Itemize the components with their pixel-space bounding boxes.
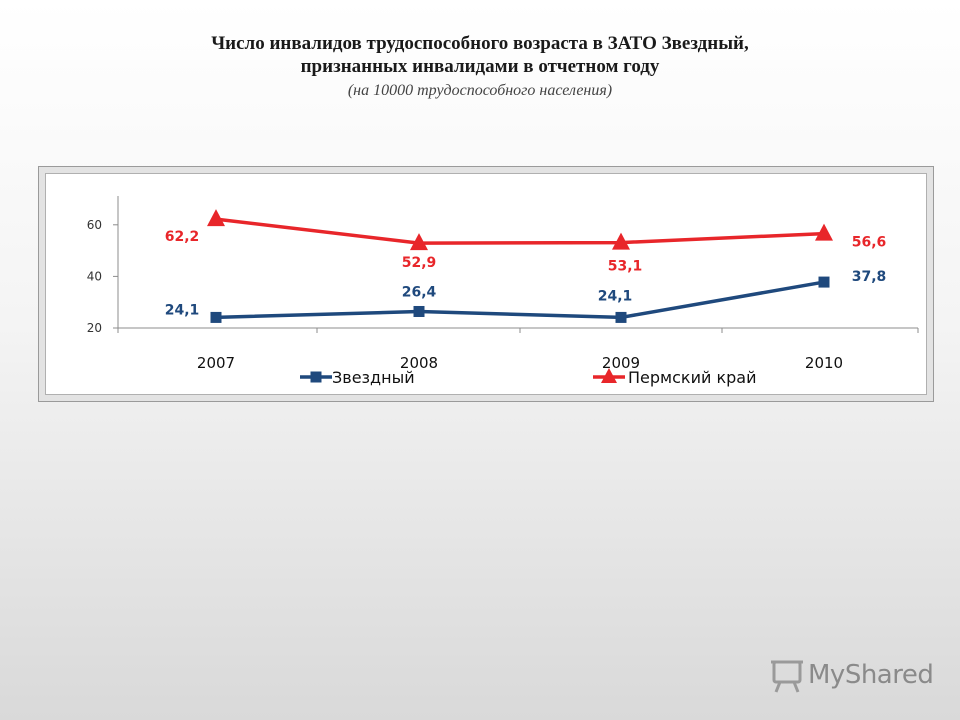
x-tick-label: 2008 [400,354,438,372]
data-label: 26,4 [402,284,437,300]
chart-frame [38,166,934,402]
watermark-text: MyShared [808,660,934,690]
x-tick-label: 2010 [805,354,843,372]
data-label: 37,8 [852,269,887,285]
line-chart: 20 40 60 2007 2008 2009 2010 24,1 26,4 24,1 37,8 62… [87,196,919,387]
watermark-logo: MyShared [768,656,934,696]
chart-plot-area [45,173,927,395]
chart-subtitle: (на 10000 трудоспособного населения) [347,82,613,99]
chart-title-line1: Число инвалидов трудоспособного возраста… [211,33,749,54]
data-point-square [615,311,627,323]
data-point-triangle [612,232,630,250]
series-line [215,217,825,245]
legend-label: Пермский край [628,368,756,387]
title-block: Число инвалидов трудоспособного возраста… [0,32,960,102]
y-tick-label: 20 [87,321,102,335]
data-label: 62,2 [165,229,200,245]
data-label: 52,9 [402,255,437,271]
data-point-square [818,276,830,288]
data-point-triangle [207,209,225,227]
projector-screen-icon [771,660,803,693]
x-tick-label: 2009 [602,354,640,372]
data-label: 53,1 [608,259,643,275]
data-point-square [413,305,425,317]
series-line [215,280,825,320]
legend-label: Звездный [332,368,415,387]
data-point-triangle [410,233,428,251]
y-tick-label: 40 [87,269,102,283]
data-label: 24,1 [165,302,200,318]
data-point-square [210,311,222,323]
y-tick-label: 60 [87,218,102,232]
data-label: 56,6 [852,235,887,251]
x-tick-label: 2007 [197,354,235,372]
data-label: 24,1 [598,288,633,304]
legend-marker-triangle [601,368,617,383]
chart-title-line2: признанных инвалидами в отчетном году [300,56,660,77]
data-point-triangle [815,223,833,241]
legend-marker-square [310,371,322,383]
